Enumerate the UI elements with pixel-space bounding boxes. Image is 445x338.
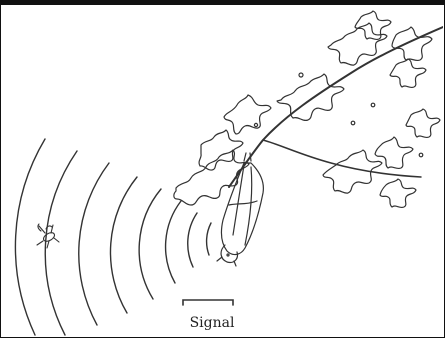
insect-icon — [36, 223, 60, 249]
signal-label: Signal — [189, 315, 235, 331]
signal-bracket — [182, 299, 234, 306]
tree-branch-icon — [173, 10, 443, 209]
bat-icon — [216, 152, 264, 267]
sound-wave-icon — [14, 138, 212, 336]
bat-echolocation-illustration — [14, 10, 443, 336]
